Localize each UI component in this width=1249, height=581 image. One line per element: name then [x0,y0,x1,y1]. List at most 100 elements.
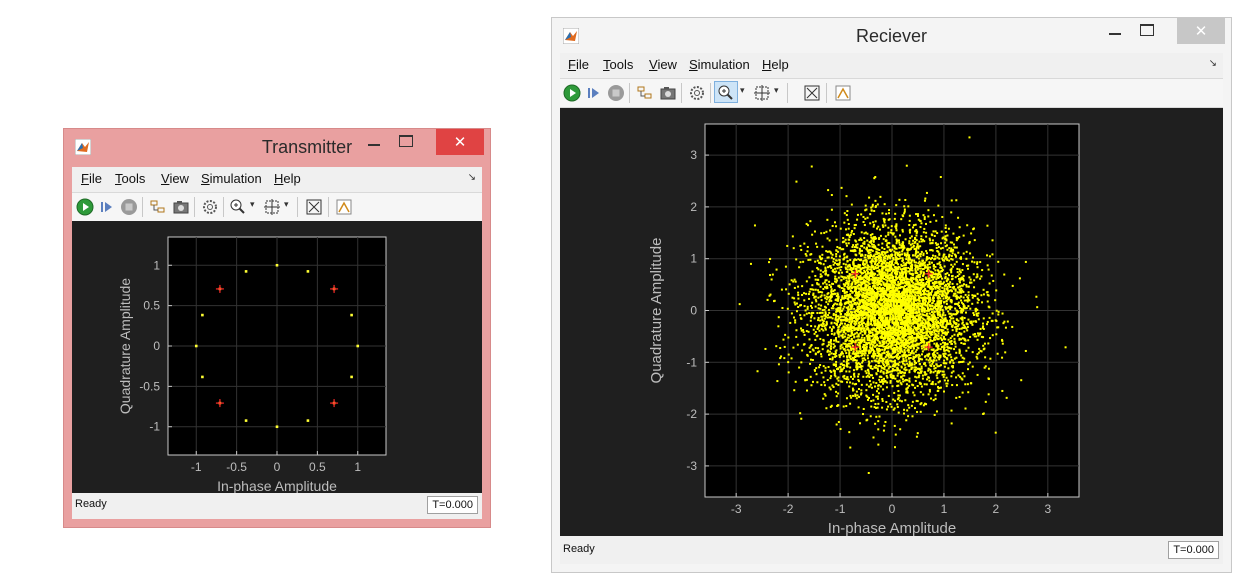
legend-icon[interactable] [833,83,853,103]
menu-help[interactable]: Help [762,57,789,72]
zoom-icon[interactable] [228,197,248,217]
data-point [934,335,937,338]
data-point [908,282,911,285]
menu-dock-arrow-icon[interactable]: ↘ [1208,58,1217,69]
data-point [961,356,964,359]
data-point [859,332,862,335]
data-point [887,218,890,221]
menu-tools[interactable]: Tools [115,171,146,186]
menu-dock-arrow-icon[interactable]: ↘ [467,172,476,183]
data-point [895,270,898,273]
autoscale-dropdown-icon[interactable]: ▾ [284,199,289,209]
data-point [875,264,878,267]
data-point [872,296,875,299]
fit-icon[interactable] [304,197,324,217]
title-bar[interactable]: Transmitter ✕ [64,129,490,165]
data-point [902,380,905,383]
data-point [946,288,949,291]
close-button[interactable]: ✕ [436,129,484,155]
zoom-dropdown-icon[interactable]: ▾ [740,85,745,95]
data-point [843,256,846,259]
highlight-icon[interactable] [635,83,655,103]
minimize-button[interactable] [1101,18,1129,44]
step-icon[interactable] [97,197,117,217]
maximize-button[interactable] [1133,18,1161,44]
data-point [922,302,925,305]
run-icon[interactable] [75,197,95,217]
data-point [832,303,835,306]
menu-view[interactable]: View [161,171,189,186]
settings-icon[interactable] [200,197,220,217]
data-point [892,281,895,284]
data-point [908,224,911,227]
menu-tools[interactable]: Tools [603,57,634,72]
data-point [883,271,886,274]
stop-icon[interactable] [119,197,139,217]
data-point [864,323,867,326]
stop-icon[interactable] [606,83,626,103]
minimize-button[interactable] [360,129,388,155]
menu-view[interactable]: View [649,57,677,72]
menu-file[interactable]: File [568,57,589,72]
data-point [898,351,901,354]
data-point [903,379,906,382]
data-point [849,324,852,327]
legend-icon[interactable] [334,197,354,217]
highlight-icon[interactable] [148,197,168,217]
data-point [859,237,862,240]
matlab-icon[interactable] [75,139,91,155]
zoom-dropdown-icon[interactable]: ▾ [250,199,255,209]
step-icon[interactable] [584,83,604,103]
data-point [915,322,918,325]
menu-simulation[interactable]: Simulation [689,57,750,72]
menu-file[interactable]: File [81,171,102,186]
run-icon[interactable] [562,83,582,103]
data-point [803,305,806,308]
snapshot-icon[interactable] [171,197,191,217]
zoom-icon[interactable] [716,83,736,103]
data-point [860,231,863,234]
data-point [908,255,911,258]
data-point [858,365,861,368]
data-point [963,357,966,360]
autoscale-icon[interactable] [752,83,772,103]
data-point [872,295,875,298]
data-point [914,240,917,243]
data-point [932,315,935,318]
data-point [885,346,888,349]
close-button[interactable]: ✕ [1177,18,1225,44]
data-point [918,336,921,339]
data-point [882,271,885,274]
data-point [908,219,911,222]
data-point [873,290,876,293]
autoscale-dropdown-icon[interactable]: ▾ [774,85,779,95]
constellation-plot[interactable]: -1 -0.5 0 0.5 110.50-0.5-1In-phase Amplitude… [72,221,484,498]
title-bar[interactable]: Reciever ✕ [552,18,1231,54]
data-point [899,301,902,304]
data-point [919,284,922,287]
snapshot-icon[interactable] [658,83,678,103]
data-point [954,255,957,258]
data-point [950,269,953,272]
fit-icon[interactable] [802,83,822,103]
data-point [868,279,871,282]
data-point [873,316,876,319]
data-point [912,317,915,320]
menu-help[interactable]: Help [274,171,301,186]
data-point [941,269,944,272]
data-point [873,298,876,301]
settings-icon[interactable] [687,83,707,103]
data-point [825,295,828,298]
data-point [910,362,913,365]
autoscale-icon[interactable] [262,197,282,217]
data-point [920,222,923,225]
data-point [918,295,921,298]
data-point [909,363,912,366]
maximize-button[interactable] [392,129,420,155]
menu-simulation[interactable]: Simulation [201,171,262,186]
data-point [916,400,919,403]
data-point [817,319,820,322]
data-point [951,366,954,369]
matlab-icon[interactable] [563,28,579,44]
